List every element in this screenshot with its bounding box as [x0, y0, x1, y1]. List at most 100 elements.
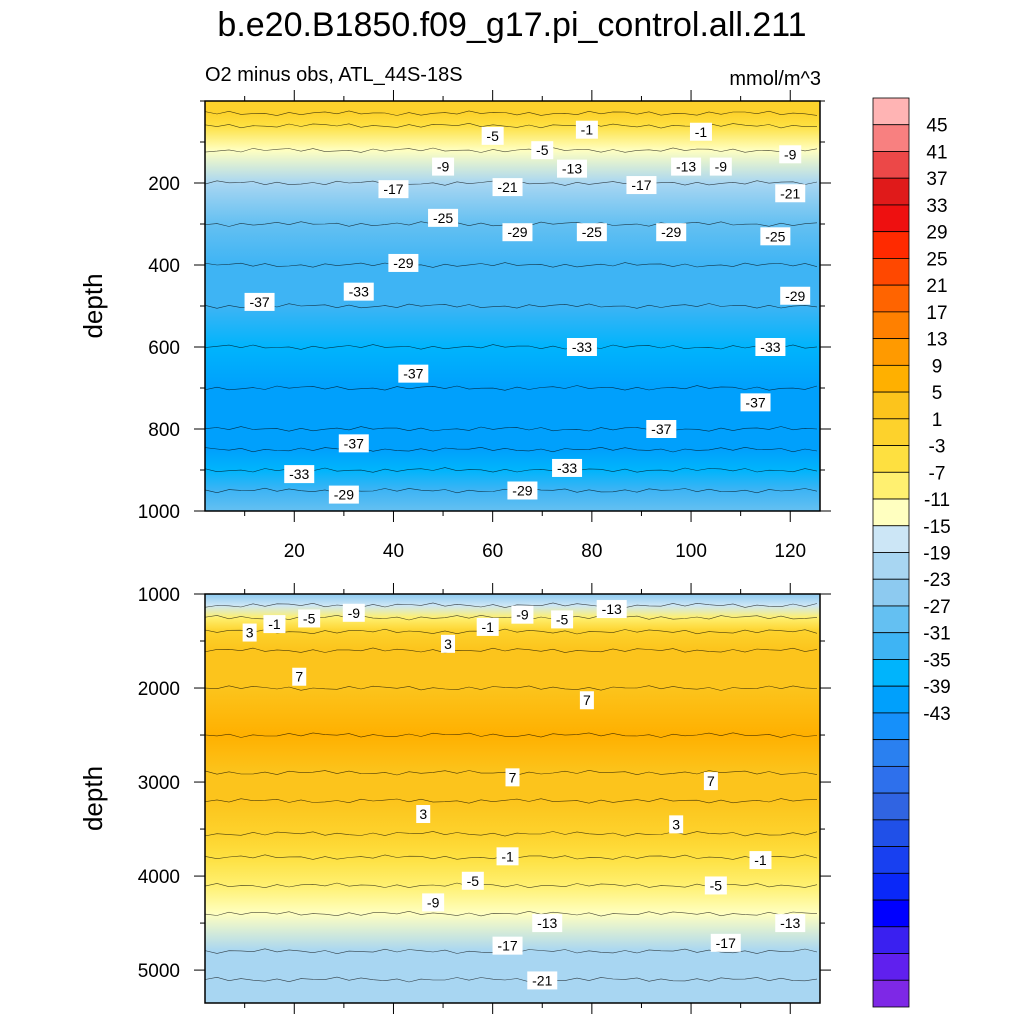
contour-label-text: -29 — [785, 288, 805, 304]
contour-label-box — [779, 145, 802, 164]
contour-label: 3 — [416, 805, 431, 824]
contour-label-text: 3 — [419, 806, 427, 822]
contour-label-box — [242, 623, 257, 642]
contour-label-text: -17 — [631, 177, 651, 193]
chart-subtitle: O2 minus obs, ATL_44S-18S — [205, 64, 463, 86]
contour-label: -5 — [461, 871, 484, 890]
colorbar-box — [872, 231, 910, 259]
contour-label-text: -13 — [676, 159, 696, 175]
contour-label-text: -21 — [497, 179, 517, 195]
contour-line — [204, 910, 818, 917]
colorbar-box — [872, 739, 910, 767]
colorbar-label: -3 — [929, 437, 946, 458]
contour-label-text: -29 — [334, 487, 354, 503]
contour-label-box — [343, 282, 374, 301]
contour-label-text: 3 — [246, 625, 254, 641]
contour-label-box — [575, 120, 598, 139]
contour-label-text: 3 — [672, 816, 680, 832]
colorbar-box — [872, 926, 910, 954]
colorbar-box — [872, 659, 910, 687]
contour-line — [204, 487, 818, 494]
colorbar-box — [872, 151, 910, 179]
contour-label-box — [416, 805, 431, 824]
colorbar-label: 13 — [926, 330, 947, 351]
contour-label-text: -5 — [710, 877, 723, 893]
contour-label-text: 3 — [444, 636, 452, 652]
contour-label-box — [709, 157, 732, 176]
contour-label-box — [428, 208, 459, 227]
colorbar-box — [872, 177, 910, 206]
contour-label-box — [292, 667, 307, 686]
colorbar-label: 45 — [926, 116, 947, 137]
colorbar-label: -23 — [923, 570, 950, 591]
contour-label: -25 — [760, 227, 791, 246]
contour-label: 3 — [669, 815, 684, 834]
contour-label: -5 — [481, 126, 504, 145]
x-tick-label: 100 — [675, 541, 707, 562]
contour-label-box — [461, 871, 484, 890]
contour-label-box — [780, 286, 811, 305]
contour-label-text: -17 — [716, 935, 736, 951]
contour-label: -9 — [779, 145, 802, 164]
contour-line — [204, 385, 818, 391]
contour-label: -17 — [378, 180, 409, 199]
contour-line — [204, 685, 818, 691]
y-axis-title: depth — [78, 766, 108, 831]
contour-label-text: -21 — [780, 185, 800, 201]
colorbar-box — [872, 445, 910, 473]
contour-label-box — [775, 914, 806, 933]
y-tick-label: 600 — [148, 338, 180, 359]
contour-label-text: 7 — [583, 692, 591, 708]
contour-line — [204, 976, 818, 983]
contour-label-box — [557, 159, 588, 178]
colorbar-box — [872, 552, 910, 580]
contour-label-box — [507, 481, 538, 500]
contour-label: 7 — [505, 768, 520, 787]
y-axis-title: depth — [78, 273, 108, 338]
contour-line — [204, 602, 818, 609]
contour-label-box — [749, 851, 772, 870]
y-tick-label: 800 — [148, 420, 180, 441]
contour-label: -37 — [646, 420, 677, 438]
contour-line — [204, 344, 818, 350]
colorbar-label: -7 — [929, 463, 946, 484]
contour-label-box — [338, 434, 369, 453]
contour-label-text: -9 — [427, 894, 440, 910]
contour-label: -33 — [552, 458, 583, 477]
contour-label: -9 — [709, 157, 732, 176]
colorbar: 45 41 37 33 29 25 21 17 13 9 5 1 -3 -7 -11 -15 -19 -23 -27… — [872, 97, 951, 1008]
contour-label-text: -17 — [383, 181, 403, 197]
contour-label: -5 — [551, 610, 574, 629]
colorbar-box — [872, 712, 910, 741]
panel-frame — [204, 593, 821, 1004]
colorbar-box — [872, 525, 910, 553]
contour-label-box — [755, 338, 786, 356]
contour-label: -1 — [749, 851, 772, 870]
colorbar-label: -27 — [923, 597, 950, 618]
contour-line — [204, 303, 818, 309]
upper-panel: 20 40 60 80 100 120 200 400 600 800 1000 depth -5 -1 -… — [78, 90, 831, 562]
colorbar-label: 9 — [932, 356, 943, 377]
contour-label-text: -33 — [289, 466, 309, 482]
colorbar-box — [872, 872, 910, 901]
colorbar-label: 29 — [926, 223, 947, 244]
contour-label-text: -25 — [582, 224, 602, 240]
contour-label: -1 — [496, 847, 519, 866]
contour-label: -33 — [284, 465, 315, 484]
contour-label: -21 — [492, 178, 523, 197]
contour-label: 7 — [579, 691, 594, 710]
contour-label-text: -1 — [481, 619, 494, 635]
contour-line — [204, 628, 818, 635]
contour-label-box — [511, 605, 534, 624]
contour-label: -5 — [531, 141, 554, 160]
contour-line — [204, 831, 818, 837]
contour-label-text: -25 — [433, 210, 453, 226]
contour-label-text: -37 — [403, 366, 423, 382]
contour-line — [204, 110, 818, 116]
contour-line — [204, 798, 818, 804]
colorbar-label: -15 — [923, 517, 950, 538]
contour-label-text: -37 — [344, 435, 364, 451]
x-tick-label: 40 — [383, 541, 404, 562]
colorbar-label: -19 — [923, 544, 950, 565]
